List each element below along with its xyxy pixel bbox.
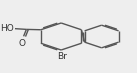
Text: Br: Br [58,52,67,61]
Text: HO: HO [1,24,14,33]
Text: O: O [19,39,26,48]
